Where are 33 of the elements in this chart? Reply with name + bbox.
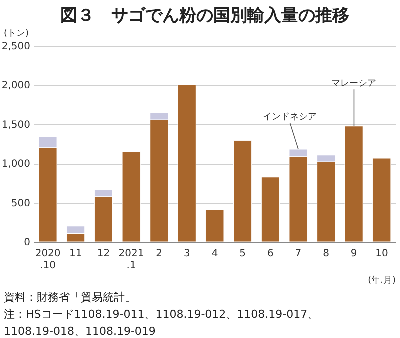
- y-tick-label: 1,500: [2, 120, 30, 131]
- x-tick-label: 7: [295, 248, 302, 260]
- bar: [206, 210, 224, 242]
- bar: [122, 152, 141, 242]
- y-tick-label: 2,500: [2, 42, 30, 52]
- x-axis-title: (年.月): [368, 275, 396, 286]
- x-tick-label: 2020 .10: [35, 248, 61, 272]
- y-tick-label: 500: [11, 198, 30, 210]
- x-tick-label: 8: [323, 248, 330, 260]
- x-tick-label: 12: [97, 248, 110, 260]
- x-tick-label: 6: [267, 248, 274, 260]
- x-tick-label: 3: [184, 248, 190, 260]
- text: マレーシア: [332, 79, 377, 90]
- y-tick-label: 1,000: [2, 159, 30, 170]
- x-tick-label: 4: [212, 248, 218, 260]
- y-tick-label: 2,000: [2, 80, 30, 92]
- bar: [372, 158, 392, 242]
- x-tick-label: 10: [376, 248, 388, 260]
- chart-title: 図３ サゴでん粉の国別輸入量の推移: [60, 6, 350, 26]
- bar: [233, 140, 252, 242]
- x-tick-label: 9: [350, 248, 358, 260]
- x-tick-label: 5: [240, 248, 246, 260]
- y-tick-label: 0: [24, 238, 30, 248]
- text: インドネシア: [263, 112, 318, 123]
- bar: [344, 126, 364, 242]
- text: 注：HSコード1108.19-011、1108.19-012、1108.19-017、 1108.19-018、1108.19-019: [4, 308, 319, 338]
- x-tick-label: 2021 .1: [118, 248, 144, 272]
- bar: [178, 84, 197, 242]
- y-axis-title: (トン): [4, 29, 30, 39]
- x-tick-label: 2: [156, 248, 163, 260]
- bar: [261, 177, 280, 242]
- text: 資料：財務省「貿易統計」: [4, 291, 136, 304]
- x-tick-label: 11: [70, 248, 82, 260]
